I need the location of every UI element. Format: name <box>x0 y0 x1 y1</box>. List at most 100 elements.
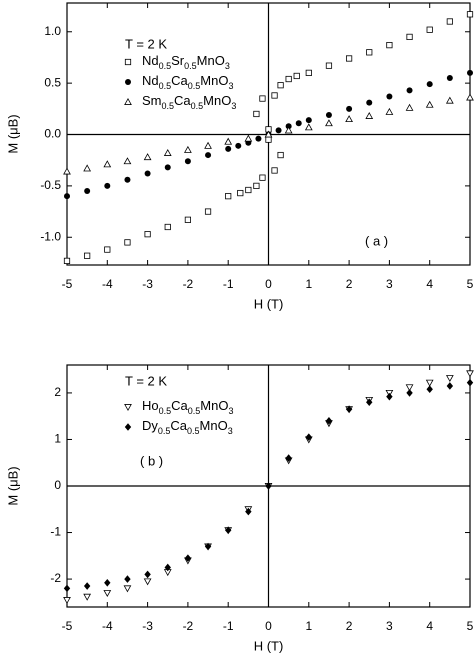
y-tick-label: -1.0 <box>40 229 61 243</box>
legend-marker <box>124 423 132 431</box>
legend-marker <box>124 404 132 412</box>
marker <box>346 105 353 112</box>
chart-panel: -5 -4 -3 -2 -1 0 1 2 3 4 5 -1.0 -0.5 0.0 0.5 1.0 H (T) M … <box>5 2 474 311</box>
marker <box>445 375 454 383</box>
legend-label: Sm0.5Ca0.5MnO3 <box>142 93 236 111</box>
marker <box>164 164 171 171</box>
marker <box>63 257 71 264</box>
marker <box>255 135 262 142</box>
y-axis-label: M (μB) <box>5 466 20 505</box>
y-tick-label: -0.5 <box>40 178 61 192</box>
marker <box>345 405 353 414</box>
marker <box>265 482 272 490</box>
marker <box>425 100 434 108</box>
x-tick-label: -4 <box>102 619 113 633</box>
marker <box>225 526 232 535</box>
marker <box>259 95 266 102</box>
marker <box>305 117 312 124</box>
marker <box>164 563 171 572</box>
y-tick-label: 0 <box>54 478 61 492</box>
marker <box>466 370 474 378</box>
x-tick-label: 5 <box>467 277 474 291</box>
marker <box>366 398 373 407</box>
marker <box>466 11 474 18</box>
marker <box>406 87 413 94</box>
x-tick-label: -2 <box>183 619 194 633</box>
marker <box>245 186 252 194</box>
marker <box>184 216 191 223</box>
x-tick-label: -3 <box>142 277 153 291</box>
annotation: T = 2 K <box>125 373 167 388</box>
y-tick-label: 0.0 <box>44 127 61 141</box>
marker <box>204 542 212 551</box>
marker <box>144 170 151 177</box>
marker <box>385 107 394 115</box>
marker <box>84 252 91 259</box>
marker <box>386 93 393 100</box>
marker <box>64 193 70 200</box>
marker <box>184 554 192 562</box>
marker <box>271 92 278 99</box>
marker <box>345 55 353 62</box>
marker <box>124 575 131 583</box>
marker <box>426 81 433 88</box>
marker <box>184 158 191 165</box>
x-tick-label: 4 <box>426 277 433 291</box>
marker <box>325 111 332 118</box>
legend-label: Nd0.5Ca0.5MnO3 <box>142 73 233 91</box>
marker <box>325 62 333 69</box>
marker <box>164 223 171 231</box>
x-tick-label: 4 <box>426 619 433 633</box>
marker <box>225 193 232 200</box>
y-tick-label: 0.5 <box>44 75 61 89</box>
marker <box>425 379 434 387</box>
marker <box>84 188 91 195</box>
marker <box>366 49 373 56</box>
marker <box>405 103 414 111</box>
x-tick-label: 2 <box>346 619 353 633</box>
marker <box>445 96 454 104</box>
marker <box>83 582 91 590</box>
marker <box>104 182 111 189</box>
marker <box>466 378 474 387</box>
marker <box>259 174 266 181</box>
x-tick-label: 5 <box>467 619 474 633</box>
legend-marker <box>124 97 132 105</box>
marker <box>305 69 312 76</box>
x-tick-label: -5 <box>62 619 73 633</box>
y-axis-label: M (μB) <box>5 114 20 153</box>
marker <box>63 167 71 175</box>
legend-label: Nd0.5Sr0.5MnO3 <box>142 53 230 71</box>
marker <box>446 382 454 390</box>
marker <box>63 597 71 605</box>
marker <box>277 151 284 159</box>
marker <box>253 182 260 189</box>
legend-marker <box>124 58 132 66</box>
marker <box>285 75 292 83</box>
x-tick-label: -2 <box>183 277 194 291</box>
marker <box>253 110 260 118</box>
marker <box>184 145 192 153</box>
marker <box>205 152 212 159</box>
marker <box>271 167 278 174</box>
marker <box>467 69 473 76</box>
panel-label: ( a ) <box>365 233 388 248</box>
x-tick-label: 1 <box>305 277 312 291</box>
marker <box>225 145 232 152</box>
x-tick-label: -1 <box>223 277 234 291</box>
x-tick-label: 3 <box>386 619 393 633</box>
marker <box>245 507 252 516</box>
marker <box>143 153 152 161</box>
marker <box>405 384 414 392</box>
marker <box>144 570 151 579</box>
marker <box>446 75 453 82</box>
marker <box>104 579 111 587</box>
x-tick-label: 1 <box>305 619 312 633</box>
y-tick-label: 1 <box>54 432 61 446</box>
marker <box>426 385 433 393</box>
y-tick-label: 2 <box>54 385 61 399</box>
marker <box>244 134 253 142</box>
marker <box>295 120 302 127</box>
marker <box>104 246 111 253</box>
